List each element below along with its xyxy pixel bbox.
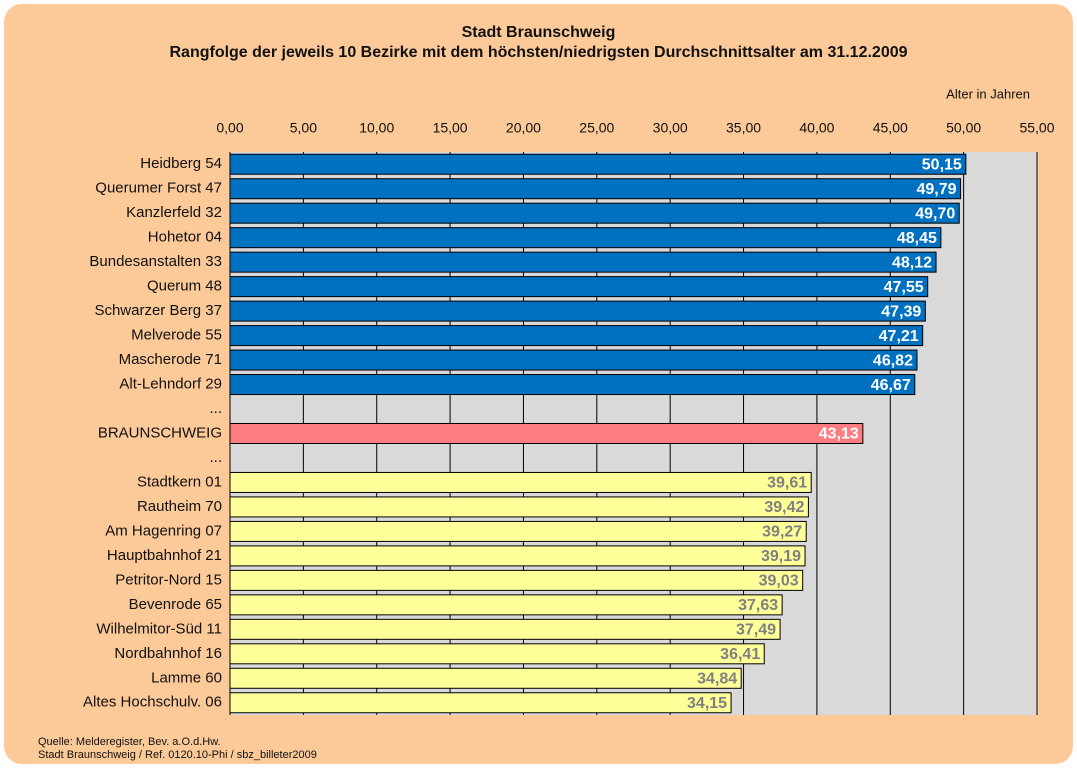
chart-subtitle-wrap: Rangfolge der jeweils 10 Bezirke mit dem… bbox=[0, 43, 1077, 62]
value-label: 48,45 bbox=[897, 230, 937, 247]
bar bbox=[229, 618, 781, 640]
bar bbox=[229, 594, 783, 616]
y-tick-label: Mascherode 71 bbox=[119, 351, 222, 368]
x-tick-label: 10,00 bbox=[359, 120, 394, 136]
y-tick-label: Nordbahnhof 16 bbox=[114, 645, 222, 662]
bar bbox=[229, 692, 732, 714]
y-tick-label: Alt-Lehndorf 29 bbox=[119, 376, 222, 393]
y-tick-label: Hauptbahnhof 21 bbox=[107, 547, 222, 564]
value-label: 50,15 bbox=[922, 156, 962, 173]
value-label: 39,03 bbox=[759, 573, 799, 590]
value-label: 34,84 bbox=[697, 671, 737, 688]
chart-title: Stadt Braunschweig bbox=[461, 24, 616, 41]
value-label: 36,41 bbox=[720, 646, 760, 663]
bar bbox=[229, 325, 924, 347]
value-label: 34,15 bbox=[687, 695, 727, 712]
y-tick-label: Bundesanstalten 33 bbox=[89, 253, 222, 270]
y-tick-label: Hohetor 04 bbox=[148, 229, 222, 246]
x-tick-label: 50,00 bbox=[946, 120, 981, 136]
value-label: 43,13 bbox=[819, 426, 859, 443]
bar bbox=[229, 153, 967, 175]
value-label: 39,27 bbox=[762, 524, 802, 541]
notes: Quelle: Melderegister, Bev. a.O.d.Hw. St… bbox=[38, 736, 317, 762]
y-tick-label: Schwarzer Berg 37 bbox=[94, 302, 222, 319]
chart-subtitle: Rangfolge der jeweils 10 Bezirke mit dem… bbox=[169, 44, 908, 61]
x-tick-label: 55,00 bbox=[1019, 120, 1054, 136]
x-tick-label: 45,00 bbox=[873, 120, 908, 136]
bar bbox=[229, 227, 942, 249]
y-tick-label: ... bbox=[209, 400, 222, 417]
x-tick-label: 15,00 bbox=[433, 120, 468, 136]
bar bbox=[229, 667, 742, 689]
y-tick-label: Wilhelmitor-Süd 11 bbox=[96, 620, 222, 637]
note: Quelle: Melderegister, Bev. a.O.d.Hw. bbox=[38, 736, 221, 748]
value-label: 48,12 bbox=[892, 254, 932, 271]
y-tick-label: Kanzlerfeld 32 bbox=[126, 204, 222, 221]
x-tick-label: 20,00 bbox=[506, 120, 541, 136]
y-tick-label: BRAUNSCHWEIG bbox=[98, 424, 222, 441]
x-tick-label: 40,00 bbox=[799, 120, 834, 136]
x-tick-label: 35,00 bbox=[726, 120, 761, 136]
bar bbox=[229, 643, 765, 665]
bar bbox=[229, 545, 806, 567]
y-tick-label: Querum 48 bbox=[147, 278, 222, 295]
value-label: 39,61 bbox=[767, 475, 807, 492]
y-tick-label: Lamme 60 bbox=[151, 669, 222, 686]
value-label: 49,79 bbox=[917, 181, 957, 198]
bar bbox=[229, 202, 960, 224]
bar bbox=[229, 251, 937, 273]
y-tick-label: Melverode 55 bbox=[131, 327, 222, 344]
value-label: 47,21 bbox=[879, 328, 919, 345]
y-tick-label: Heidberg 54 bbox=[140, 155, 222, 172]
bar bbox=[229, 520, 807, 542]
x-tick-label: 25,00 bbox=[579, 120, 614, 136]
bar bbox=[229, 374, 916, 396]
value-label: 46,67 bbox=[871, 377, 911, 394]
bar bbox=[229, 496, 809, 518]
y-tick-label: Querumer Forst 47 bbox=[95, 180, 222, 197]
value-label: 49,70 bbox=[915, 205, 955, 222]
x-tick-label: 5,00 bbox=[290, 120, 317, 136]
value-label: 37,49 bbox=[736, 622, 776, 639]
bar bbox=[229, 178, 962, 200]
y-tick-label: Am Hagenring 07 bbox=[105, 522, 222, 539]
value-label: 37,63 bbox=[738, 597, 778, 614]
value-label: 47,55 bbox=[884, 279, 924, 296]
bar bbox=[229, 276, 929, 298]
x-tick-label: 30,00 bbox=[653, 120, 688, 136]
value-label: 47,39 bbox=[881, 303, 921, 320]
bar bbox=[229, 471, 812, 493]
bar bbox=[229, 423, 864, 444]
y-tick-label: ... bbox=[209, 449, 222, 466]
value-label: 46,82 bbox=[873, 352, 913, 369]
value-label: 39,19 bbox=[761, 548, 801, 565]
x-axis-label: Alter in Jahren bbox=[946, 86, 1030, 101]
y-tick-label: Petritor-Nord 15 bbox=[115, 571, 222, 588]
x-tick-label: 0,00 bbox=[216, 120, 243, 136]
note: Stadt Braunschweig / Ref. 0120.10-Phi / … bbox=[38, 749, 317, 761]
bar bbox=[229, 300, 926, 322]
y-tick-label: Rautheim 70 bbox=[137, 498, 222, 515]
value-label: 39,42 bbox=[764, 499, 804, 516]
bar bbox=[229, 349, 918, 371]
y-tick-label: Stadtkern 01 bbox=[137, 473, 222, 490]
y-tick-label: Altes Hochschulv. 06 bbox=[83, 694, 222, 711]
y-tick-label: Bevenrode 65 bbox=[129, 596, 222, 613]
bar bbox=[229, 569, 804, 591]
